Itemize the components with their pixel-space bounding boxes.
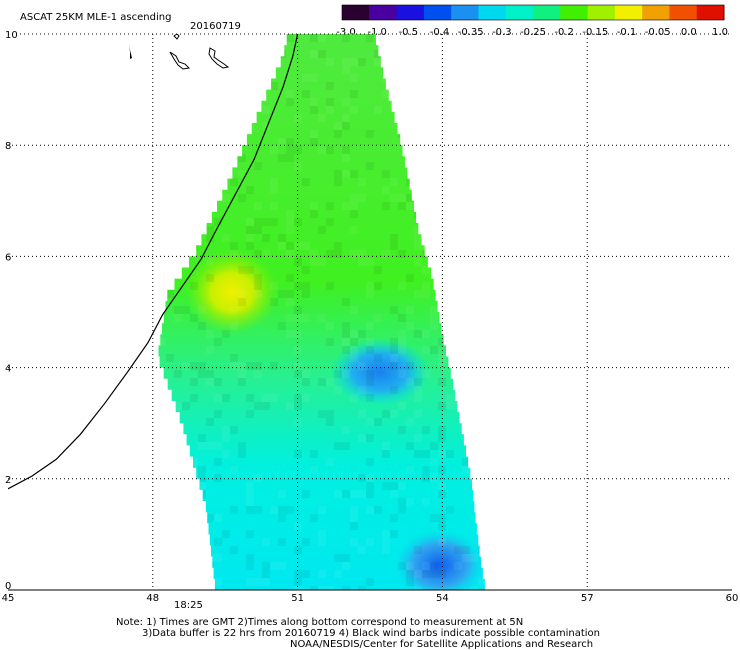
x-tick-label: 48	[146, 593, 159, 604]
colorbar-swatch	[505, 5, 534, 20]
colorbar-label: 1.0	[712, 27, 728, 38]
x-tick-label: 60	[726, 593, 739, 604]
colorbar-swatch	[533, 5, 561, 20]
y-tick-label: 6	[5, 252, 11, 263]
footnote-line-2: 3)Data buffer is 22 hrs from 20160719 4)…	[142, 628, 600, 639]
swath-blue-area	[330, 338, 430, 406]
colorbar-label: -0.3	[492, 27, 512, 38]
colorbar-label: -0.5	[399, 27, 419, 38]
map-title: ASCAT 25KM MLE-1 ascending	[20, 12, 171, 23]
y-tick-label: 10	[5, 30, 18, 41]
colorbar-label: -0.05	[645, 27, 671, 38]
colorbar-label: -0.2	[554, 27, 574, 38]
island-shape	[173, 34, 180, 40]
orbit-time-label: 18:25	[174, 600, 203, 611]
colorbar-label: -1.0	[367, 27, 387, 38]
x-tick-label: 51	[291, 593, 304, 604]
swath-blue-area-south	[394, 529, 485, 590]
colorbar-label: -0.35	[458, 27, 484, 38]
y-tick-label: 8	[5, 141, 11, 152]
colorbar-swatch	[369, 5, 398, 20]
colorbar-swatch	[696, 5, 725, 20]
y-axis-ticks: 0 2 4 6 8 10	[5, 30, 18, 592]
x-axis-ticks: 45 48 51 54 57 60	[2, 593, 739, 604]
wind-swath	[158, 34, 485, 590]
x-tick-label: 54	[436, 593, 449, 604]
footnote-line-3: NOAA/NESDIS/Center for Satellite Applica…	[290, 639, 594, 650]
colorbar-swatch	[478, 5, 507, 20]
y-tick-label: 2	[5, 475, 11, 486]
colorbar-label: 0.0	[681, 27, 697, 38]
colorbar-label: -0.4	[430, 27, 450, 38]
x-tick-label: 57	[581, 593, 594, 604]
colorbar-swatch	[451, 5, 479, 20]
lat-lon-grid	[8, 33, 732, 590]
colorbar-swatch	[614, 5, 643, 20]
swath-yellow-area	[186, 250, 278, 334]
colorbar-swatch	[560, 5, 589, 20]
colorbar-label: -3.0	[336, 27, 356, 38]
colorbar-label: -0.1	[617, 27, 637, 38]
colorbar-swatch	[342, 5, 370, 20]
colorbar-label: -0.15	[582, 27, 608, 38]
x-tick-label: 45	[2, 593, 15, 604]
colorbar-swatch	[423, 5, 452, 20]
island-shape	[208, 47, 230, 69]
colorbar-label: -0.25	[520, 27, 546, 38]
colorbar-frame	[341, 4, 725, 21]
colorbar-swatch	[396, 5, 425, 20]
y-tick-label: 0	[5, 581, 11, 592]
footnote-line-1: Note: 1) Times are GMT 2)Times along bot…	[116, 617, 524, 628]
colorbar-swatch	[642, 5, 670, 20]
coastline	[8, 34, 299, 490]
y-tick-label: 4	[5, 364, 11, 375]
colorbar: -3.0 -1.0 -0.5 -0.4 -0.35 -0.3 -0.25 -0.2 -0.15-…	[336, 4, 728, 38]
colorbar-swatch	[669, 5, 698, 20]
island-shape	[129, 44, 132, 59]
map-date: 20160719	[190, 21, 241, 32]
colorbar-swatch	[587, 5, 616, 20]
island-shape	[169, 51, 191, 70]
